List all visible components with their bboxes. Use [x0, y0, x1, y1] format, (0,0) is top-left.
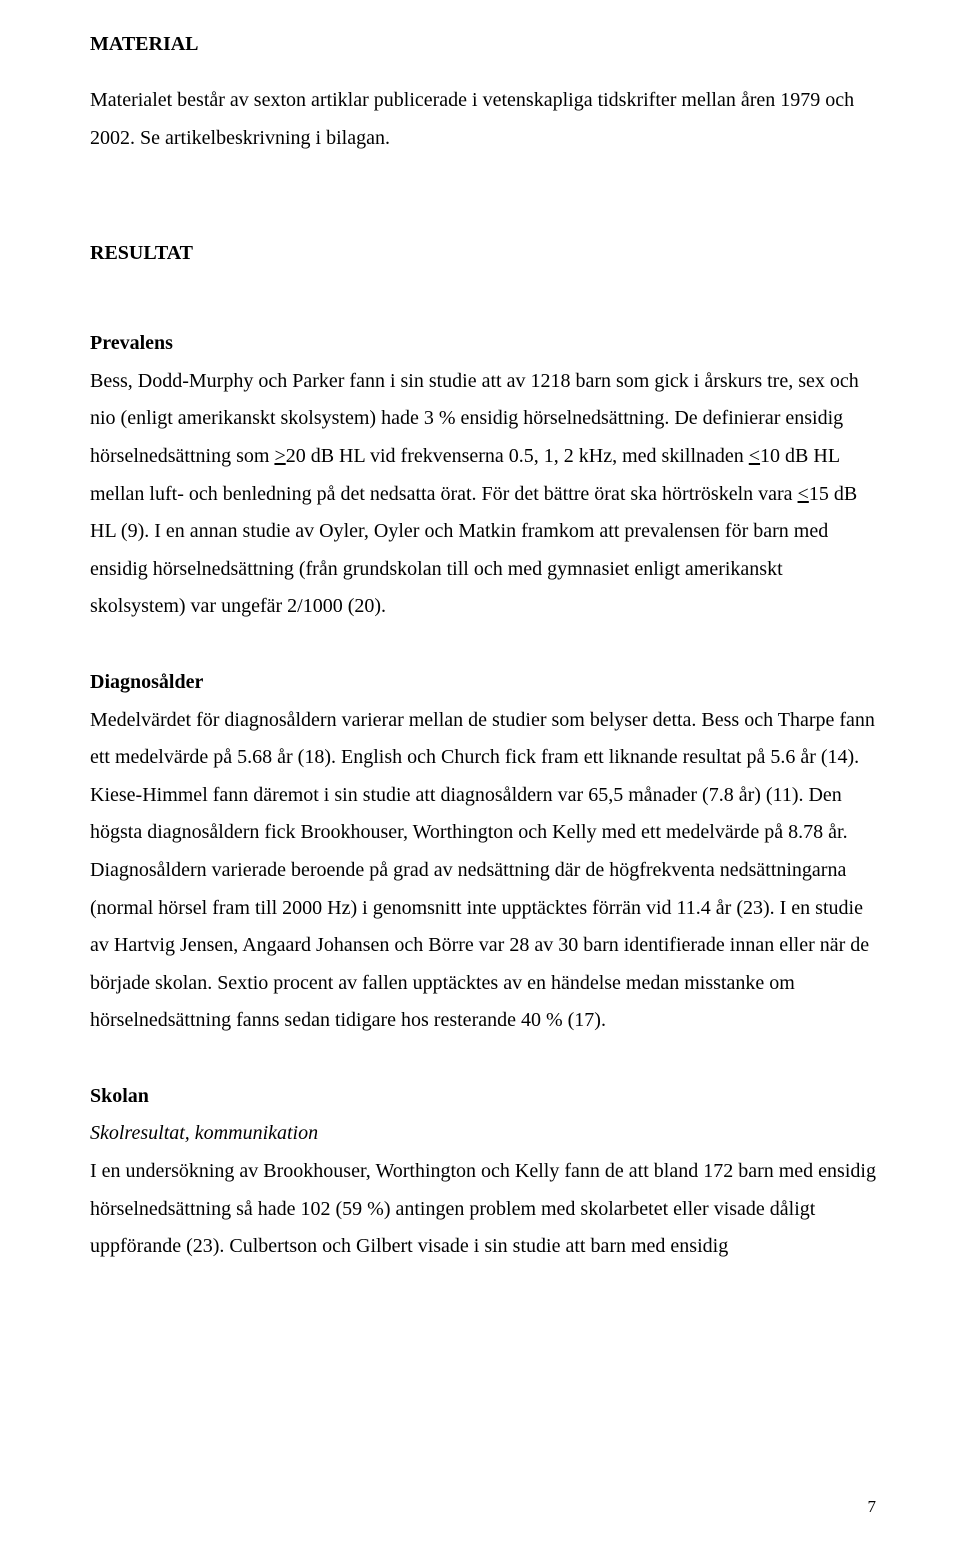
- paragraph-diagnosalder: Medelvärdet för diagnosåldern varierar m…: [90, 702, 876, 1040]
- subheading-prevalens: Prevalens: [90, 325, 876, 363]
- subheading-skolan: Skolan: [90, 1078, 876, 1116]
- text-run-underline: >: [274, 445, 285, 467]
- paragraph-material: Materialet består av sexton artiklar pub…: [90, 82, 876, 157]
- section-heading-material: MATERIAL: [90, 26, 876, 62]
- subheading-skolresultat: Skolresultat, kommunikation: [90, 1115, 876, 1153]
- paragraph-prevalens: Bess, Dodd-Murphy och Parker fann i sin …: [90, 363, 876, 626]
- text-run-underline: <: [798, 483, 809, 505]
- spacer: [90, 291, 876, 325]
- document-page: MATERIAL Materialet består av sexton art…: [0, 0, 960, 1543]
- section-heading-resultat: RESULTAT: [90, 235, 876, 271]
- text-run-underline: <: [749, 445, 760, 467]
- spacer: [90, 195, 876, 235]
- text-run: 20 dB HL vid frekvenserna 0.5, 1, 2 kHz,…: [286, 445, 749, 467]
- page-number: 7: [868, 1497, 877, 1517]
- subheading-diagnosalder: Diagnosålder: [90, 664, 876, 702]
- paragraph-skolan: I en undersökning av Brookhouser, Worthi…: [90, 1153, 876, 1266]
